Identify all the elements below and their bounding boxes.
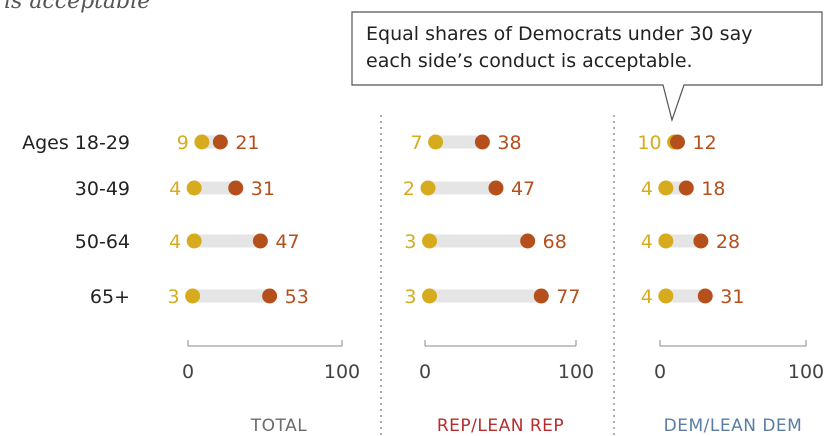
high-value-label: 31 bbox=[251, 178, 275, 200]
high-value-label: 21 bbox=[235, 132, 259, 154]
high-value-label: 47 bbox=[275, 231, 299, 253]
high-dot bbox=[262, 288, 278, 304]
low-dot bbox=[185, 288, 201, 304]
x-tick-label: 0 bbox=[654, 361, 666, 383]
high-dot bbox=[474, 134, 490, 150]
high-dot bbox=[212, 134, 228, 150]
high-value-label: 77 bbox=[556, 286, 580, 308]
low-dot bbox=[194, 134, 210, 150]
low-dot bbox=[186, 233, 202, 249]
panel-label: TOTAL bbox=[250, 416, 307, 436]
panel-dem-lean-dem: 10 12 4 18 4 28 4 31 0 100 DEM/LEAN DEM bbox=[637, 132, 824, 436]
low-value-label: 7 bbox=[410, 132, 422, 154]
low-value-label: 4 bbox=[641, 231, 653, 253]
low-value-label: 4 bbox=[641, 178, 653, 200]
low-value-label: 10 bbox=[637, 132, 661, 154]
high-dot bbox=[228, 180, 244, 196]
low-dot bbox=[658, 288, 674, 304]
x-tick-label: 0 bbox=[182, 361, 194, 383]
chart-subtitle-fragment: is acceptable bbox=[4, 0, 150, 14]
callout-line-2: each side’s conduct is acceptable. bbox=[366, 50, 693, 72]
high-value-label: 31 bbox=[720, 286, 744, 308]
low-value-label: 2 bbox=[403, 178, 415, 200]
high-value-label: 18 bbox=[701, 178, 725, 200]
x-tick-label: 0 bbox=[419, 361, 431, 383]
x-tick-label: 100 bbox=[788, 361, 824, 383]
high-dot bbox=[697, 288, 713, 304]
low-dot bbox=[422, 233, 438, 249]
high-dot bbox=[678, 180, 694, 196]
panel-label: DEM/LEAN DEM bbox=[664, 416, 803, 436]
high-value-label: 47 bbox=[511, 178, 535, 200]
callout-line-1: Equal shares of Democrats under 30 say bbox=[366, 23, 752, 45]
row-label: 30-49 bbox=[75, 178, 130, 200]
low-value-label: 3 bbox=[168, 286, 180, 308]
low-value-label: 3 bbox=[404, 231, 416, 253]
panel-label: REP/LEAN REP bbox=[437, 416, 564, 436]
high-dot bbox=[520, 233, 536, 249]
callout-annotation: Equal shares of Democrats under 30 say e… bbox=[351, 11, 823, 123]
low-value-label: 3 bbox=[404, 286, 416, 308]
low-dot bbox=[186, 180, 202, 196]
low-value-label: 4 bbox=[641, 286, 653, 308]
high-value-label: 12 bbox=[693, 132, 717, 154]
row-label: 50-64 bbox=[75, 231, 130, 253]
low-dot bbox=[420, 180, 436, 196]
high-value-label: 53 bbox=[285, 286, 309, 308]
high-dot bbox=[533, 288, 549, 304]
x-tick-label: 100 bbox=[558, 361, 594, 383]
x-tick-label: 100 bbox=[324, 361, 360, 383]
low-dot bbox=[428, 134, 444, 150]
high-value-label: 68 bbox=[543, 231, 567, 253]
panel-total: 9 21 4 31 4 47 3 53 0 100 TOTAL bbox=[168, 132, 361, 436]
low-dot bbox=[422, 288, 438, 304]
low-dot bbox=[658, 180, 674, 196]
high-value-label: 28 bbox=[716, 231, 740, 253]
row-label: Ages 18-29 bbox=[22, 132, 130, 154]
low-value-label: 9 bbox=[177, 132, 189, 154]
high-dot bbox=[693, 233, 709, 249]
high-dot bbox=[670, 134, 686, 150]
callout-bubble bbox=[351, 11, 823, 123]
panel-rep-lean-rep: 7 38 2 47 3 68 3 77 0 100 REP/LEAN REP bbox=[403, 132, 594, 436]
row-label: 65+ bbox=[90, 286, 130, 308]
low-value-label: 4 bbox=[169, 178, 181, 200]
high-dot bbox=[252, 233, 268, 249]
high-dot bbox=[488, 180, 504, 196]
high-value-label: 38 bbox=[497, 132, 521, 154]
low-value-label: 4 bbox=[169, 231, 181, 253]
low-dot bbox=[658, 233, 674, 249]
